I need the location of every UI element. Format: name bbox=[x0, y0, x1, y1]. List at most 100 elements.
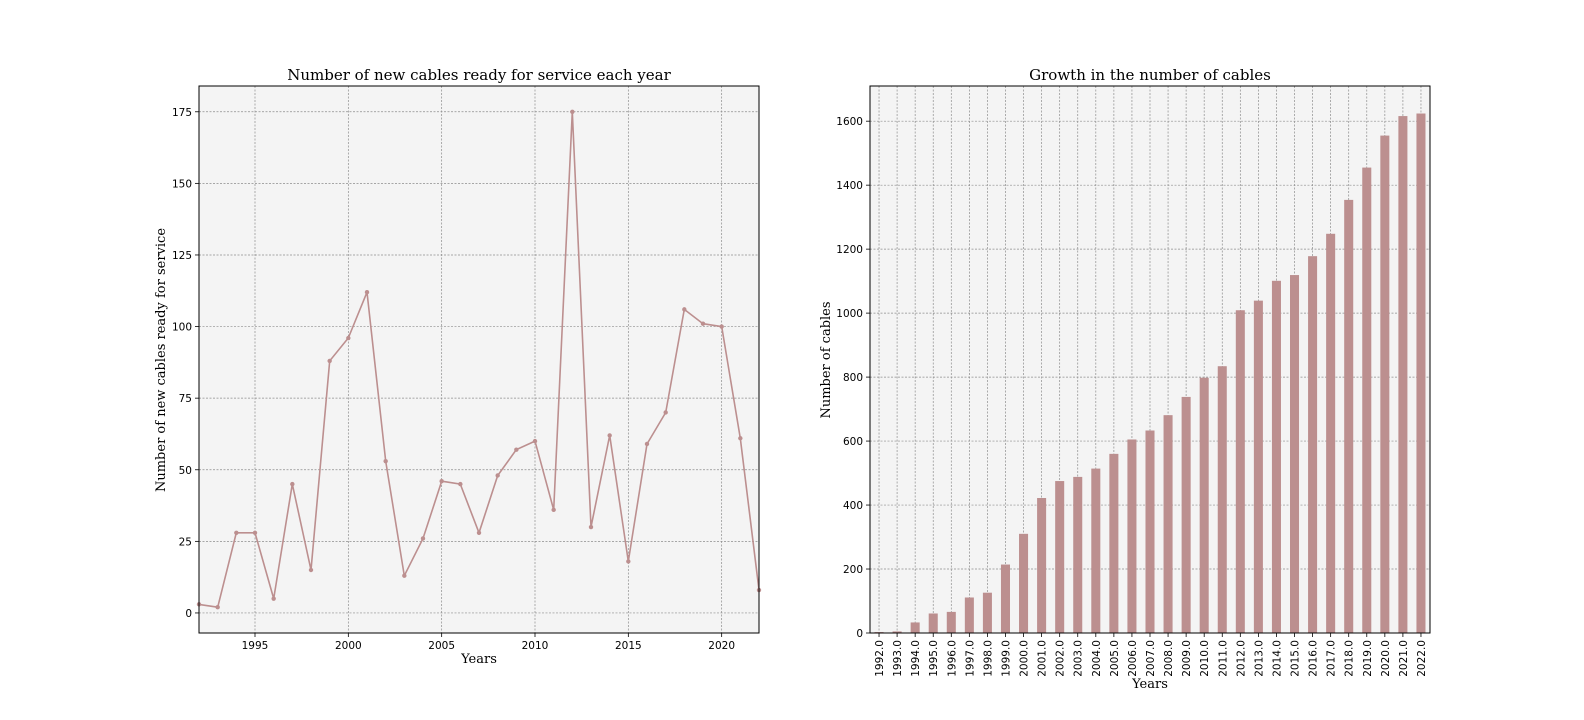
bar bbox=[1398, 116, 1408, 633]
data-point bbox=[532, 438, 538, 444]
gridlines bbox=[199, 86, 759, 633]
y-tick-label: 1000 bbox=[836, 308, 863, 320]
y-tick-label: 0 bbox=[856, 628, 863, 640]
bar bbox=[1416, 113, 1426, 633]
bar bbox=[892, 631, 902, 633]
tick-labels: 1995 2000 2005 2010 2015 2020 0 25 50 75 100 125 150… bbox=[172, 107, 735, 652]
x-tick-label: 2008.0 bbox=[1163, 640, 1175, 677]
plot-background bbox=[199, 86, 759, 633]
data-point bbox=[364, 289, 370, 295]
data-point bbox=[234, 530, 239, 535]
x-tick-label: 2000.0 bbox=[1019, 640, 1031, 677]
data-point bbox=[327, 358, 332, 364]
data-point bbox=[495, 473, 500, 478]
y-tick-label: 1200 bbox=[836, 244, 863, 256]
x-axis-label: Years bbox=[1131, 677, 1168, 692]
bar bbox=[910, 622, 920, 633]
bar bbox=[1326, 233, 1336, 634]
x-tick-label: 2005.0 bbox=[1109, 640, 1121, 677]
x-tick-label: 2005 bbox=[428, 640, 455, 652]
plot-frame bbox=[198, 85, 760, 634]
x-tick-label: 1995.0 bbox=[928, 640, 940, 677]
bar bbox=[1019, 533, 1029, 633]
data-point bbox=[644, 441, 650, 447]
y-tick-label: 800 bbox=[843, 372, 863, 384]
bar bbox=[1163, 415, 1173, 633]
tick-labels: 0 200 400 600 800 1000 1200 1400 1600 1992.0 1993.… bbox=[836, 116, 1428, 677]
plot-frame bbox=[869, 85, 1431, 634]
chart-title: Growth in the number of cables bbox=[1029, 66, 1271, 84]
data-point bbox=[308, 567, 314, 573]
bar bbox=[1253, 300, 1263, 633]
data-point bbox=[514, 447, 519, 452]
x-tick-label: 2015 bbox=[615, 640, 642, 652]
data-point bbox=[682, 307, 687, 312]
data-point bbox=[588, 524, 594, 530]
x-tick-label: 2013.0 bbox=[1253, 640, 1265, 677]
bar bbox=[1000, 564, 1010, 633]
data-point bbox=[570, 109, 575, 114]
data-point bbox=[346, 335, 351, 341]
x-tick-label: 2009.0 bbox=[1181, 640, 1193, 677]
bar bbox=[1344, 199, 1354, 633]
bar bbox=[928, 613, 938, 633]
x-tick-label: 2010 bbox=[522, 640, 549, 652]
y-tick-label: 600 bbox=[843, 436, 863, 448]
bar bbox=[1181, 396, 1191, 633]
bar bbox=[1073, 476, 1083, 633]
y-tick-label: 0 bbox=[185, 608, 192, 620]
y-axis-label: Number of cables bbox=[819, 301, 834, 418]
data-point bbox=[439, 479, 444, 484]
x-tick-label: 1995 bbox=[242, 640, 269, 652]
bar bbox=[1380, 135, 1390, 633]
x-tick-label: 2019.0 bbox=[1362, 640, 1374, 677]
x-tick-label: 2017.0 bbox=[1326, 640, 1338, 677]
x-tick-label: 2016.0 bbox=[1308, 640, 1320, 677]
data-point bbox=[271, 596, 276, 601]
bar bbox=[1290, 275, 1300, 633]
x-tick-label: 2020.0 bbox=[1380, 640, 1392, 677]
x-tick-label: 1998.0 bbox=[982, 640, 994, 677]
data-point bbox=[383, 458, 388, 464]
line-series bbox=[196, 109, 762, 610]
data-point bbox=[663, 410, 668, 415]
bar-series bbox=[874, 113, 1426, 634]
x-tick-label: 2012.0 bbox=[1235, 640, 1247, 677]
x-tick-label: 2007.0 bbox=[1145, 640, 1157, 677]
bar bbox=[1109, 453, 1119, 633]
bar bbox=[982, 592, 992, 633]
x-tick-label: 2002.0 bbox=[1055, 640, 1067, 677]
bar bbox=[1271, 280, 1281, 633]
data-point bbox=[215, 605, 220, 610]
data-point bbox=[551, 507, 556, 513]
bar bbox=[1235, 310, 1245, 633]
bar-chart-cable-growth: 0 200 400 600 800 1000 1200 1400 1600 1992.0 1993.… bbox=[819, 66, 1431, 692]
x-axis-label: Years bbox=[460, 652, 497, 667]
y-tick-label: 75 bbox=[179, 393, 192, 405]
data-point bbox=[458, 481, 463, 487]
x-tick-label: 2003.0 bbox=[1073, 640, 1085, 677]
data-point bbox=[476, 530, 482, 535]
y-tick-label: 150 bbox=[172, 178, 192, 190]
data-point bbox=[626, 559, 631, 564]
x-tick-label: 2014.0 bbox=[1271, 640, 1283, 677]
y-tick-label: 1600 bbox=[836, 116, 863, 128]
line-chart-new-cables: 1995 2000 2005 2010 2015 2020 0 25 50 75 100 125 150… bbox=[154, 66, 762, 667]
x-tick-label: 2006.0 bbox=[1127, 640, 1139, 677]
bar bbox=[1308, 256, 1318, 633]
y-tick-label: 400 bbox=[843, 500, 863, 512]
x-tick-label: 2001.0 bbox=[1037, 640, 1049, 677]
bar bbox=[1127, 439, 1137, 633]
x-tick-label: 1999.0 bbox=[1000, 640, 1012, 677]
x-tick-label: 2021.0 bbox=[1398, 640, 1410, 677]
y-tick-label: 25 bbox=[179, 536, 192, 548]
x-tick-label: 2000 bbox=[335, 640, 362, 652]
x-tick-label: 1997.0 bbox=[964, 640, 976, 677]
data-point bbox=[402, 573, 407, 578]
bar bbox=[1091, 468, 1101, 633]
y-tick-label: 125 bbox=[172, 250, 192, 262]
data-point bbox=[252, 530, 258, 535]
x-tick-label: 1992.0 bbox=[874, 640, 886, 677]
bar bbox=[1199, 377, 1209, 633]
